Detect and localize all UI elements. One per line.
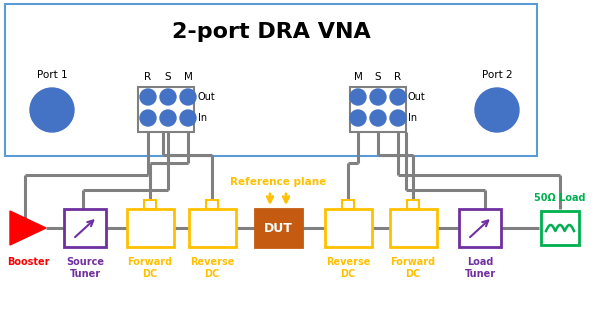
Bar bbox=[255, 209, 301, 247]
Circle shape bbox=[475, 88, 519, 132]
Text: Reverse
DC: Reverse DC bbox=[190, 257, 234, 278]
Text: Booster: Booster bbox=[7, 257, 49, 267]
Bar bbox=[459, 209, 501, 247]
Circle shape bbox=[160, 89, 176, 105]
Circle shape bbox=[370, 89, 386, 105]
Polygon shape bbox=[10, 211, 46, 245]
Bar bbox=[64, 209, 106, 247]
Circle shape bbox=[140, 89, 156, 105]
Text: R: R bbox=[395, 72, 401, 82]
Text: M: M bbox=[354, 72, 362, 82]
Bar bbox=[5, 4, 537, 156]
Circle shape bbox=[350, 110, 366, 126]
Text: S: S bbox=[165, 72, 171, 82]
Text: R: R bbox=[144, 72, 152, 82]
Text: 50Ω Load: 50Ω Load bbox=[534, 193, 586, 203]
Text: Forward
DC: Forward DC bbox=[128, 257, 172, 278]
Text: Out: Out bbox=[408, 92, 426, 102]
Circle shape bbox=[140, 110, 156, 126]
Circle shape bbox=[390, 110, 406, 126]
Text: DUT: DUT bbox=[263, 221, 293, 234]
Circle shape bbox=[390, 89, 406, 105]
Circle shape bbox=[350, 89, 366, 105]
Text: Load
Tuner: Load Tuner bbox=[464, 257, 496, 278]
Bar bbox=[541, 211, 579, 245]
Circle shape bbox=[160, 110, 176, 126]
Bar bbox=[189, 209, 235, 247]
Bar bbox=[144, 200, 156, 209]
Text: S: S bbox=[375, 72, 381, 82]
Bar bbox=[407, 200, 419, 209]
Circle shape bbox=[30, 88, 74, 132]
Text: M: M bbox=[183, 72, 192, 82]
Bar bbox=[324, 209, 371, 247]
Circle shape bbox=[370, 110, 386, 126]
Text: Port 1: Port 1 bbox=[37, 70, 67, 80]
Bar bbox=[389, 209, 436, 247]
Bar bbox=[350, 87, 406, 132]
Circle shape bbox=[180, 110, 196, 126]
Text: In: In bbox=[198, 113, 207, 123]
Bar bbox=[126, 209, 174, 247]
Text: Forward
DC: Forward DC bbox=[390, 257, 436, 278]
Bar bbox=[138, 87, 194, 132]
Text: 2-port DRA VNA: 2-port DRA VNA bbox=[172, 22, 370, 42]
Circle shape bbox=[180, 89, 196, 105]
Text: Source
Tuner: Source Tuner bbox=[66, 257, 104, 278]
Text: Reference plane: Reference plane bbox=[230, 177, 326, 187]
Text: Port 2: Port 2 bbox=[481, 70, 512, 80]
Text: In: In bbox=[408, 113, 417, 123]
Text: Out: Out bbox=[198, 92, 216, 102]
Bar bbox=[206, 200, 218, 209]
Bar bbox=[342, 200, 354, 209]
Text: Reverse
DC: Reverse DC bbox=[326, 257, 370, 278]
